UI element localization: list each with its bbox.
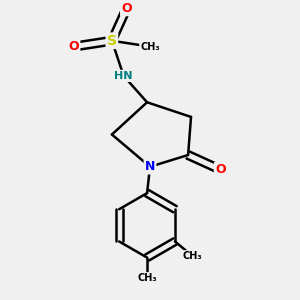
Text: O: O (215, 163, 226, 176)
Text: CH₃: CH₃ (137, 273, 157, 283)
Text: HN: HN (114, 71, 133, 81)
Text: S: S (107, 34, 117, 48)
Text: N: N (145, 160, 155, 173)
Text: O: O (68, 40, 79, 53)
Text: O: O (121, 2, 132, 15)
Text: CH₃: CH₃ (140, 42, 160, 52)
Text: CH₃: CH₃ (183, 251, 202, 261)
